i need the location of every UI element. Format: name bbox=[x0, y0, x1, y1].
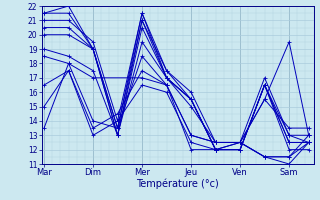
X-axis label: Température (°c): Température (°c) bbox=[136, 179, 219, 189]
